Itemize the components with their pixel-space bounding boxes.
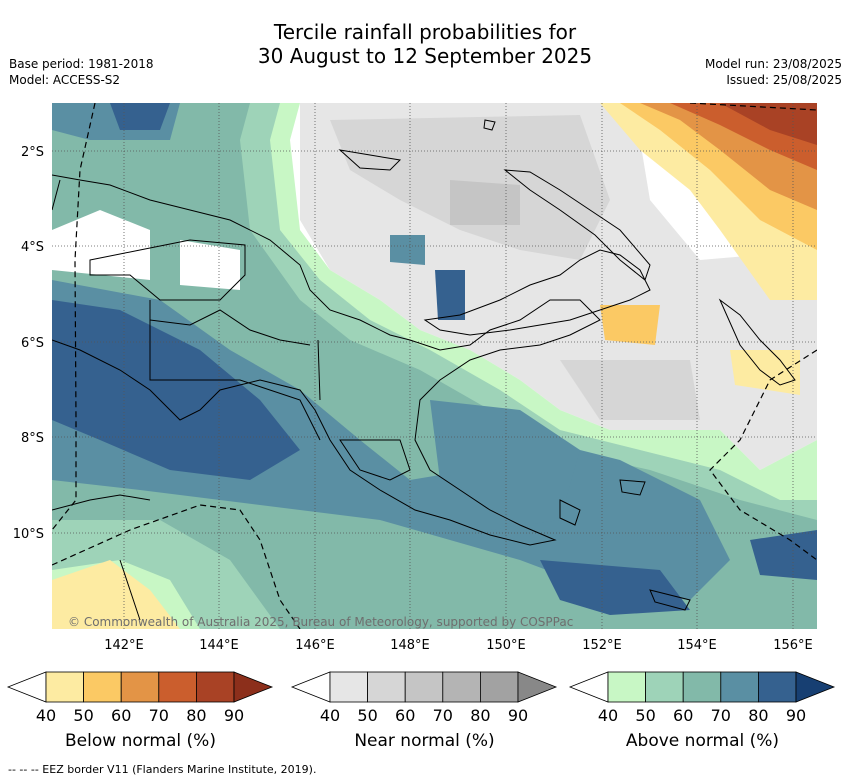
lat-label: 2°S xyxy=(21,145,44,160)
lon-label: 148°E xyxy=(390,638,430,653)
colorbar-extend-low xyxy=(568,671,609,703)
colorbar-extend-low xyxy=(6,671,47,703)
colorbar-segment xyxy=(720,671,759,703)
colorbar-tick: 40 xyxy=(320,706,340,725)
issued-date: Issued: 25/08/2025 xyxy=(726,73,842,87)
colorbar-segment xyxy=(120,671,160,703)
lon-label: 144°E xyxy=(199,638,239,653)
colorbar-segment xyxy=(479,671,519,703)
copyright-notice: © Commonwealth of Australia 2025, Bureau… xyxy=(68,615,573,629)
lat-label: 6°S xyxy=(21,336,44,351)
colorbar-tick: 80 xyxy=(748,706,768,725)
model-run-date: Model run: 23/08/2025 xyxy=(704,57,842,71)
colorbar-segment xyxy=(682,671,722,703)
colorbar: 40 50 60 70 80 90 xyxy=(6,671,274,725)
colorbar-segment xyxy=(329,671,368,703)
coastlines xyxy=(52,119,796,621)
map-title: Tercile rainfall probabilities for 30 Au… xyxy=(0,20,850,68)
model-name: Model: ACCESS-S2 xyxy=(9,73,121,87)
colorbar: 40 50 60 70 80 90 xyxy=(568,671,836,725)
colorbar-tick: 50 xyxy=(635,706,655,725)
colorbars: 40 50 60 70 80 90 40 50 60 70 80 90 40 50 60 70 80 90 xyxy=(6,671,836,725)
colorbar-extend-low xyxy=(290,671,331,703)
lon-label: 154°E xyxy=(677,638,717,653)
lat-label: 8°S xyxy=(21,431,44,446)
lon-label: 156°E xyxy=(773,638,813,653)
colorbar-extend-high xyxy=(795,671,836,703)
above-normal-label: Above normal (%) xyxy=(625,731,780,751)
graticule xyxy=(52,103,817,629)
probability-field xyxy=(52,103,817,629)
colorbar-tick: 70 xyxy=(149,706,169,725)
colorbar-segment xyxy=(195,671,235,703)
colorbar-segment xyxy=(367,671,406,703)
colorbar-segment xyxy=(45,671,84,703)
longitude-labels: 142°E 144°E 146°E 148°E 150°E 152°E 154°E 156°E xyxy=(104,638,813,653)
lon-label: 152°E xyxy=(582,638,622,653)
run-info: Model run: 23/08/2025 Issued: 25/08/2025 xyxy=(705,56,842,88)
colorbar-tick: 50 xyxy=(357,706,377,725)
latitude-labels: 2°S 4°S 6°S 8°S 10°S xyxy=(13,145,44,542)
colorbar-segment xyxy=(442,671,481,703)
colorbar-tick: 90 xyxy=(508,706,528,725)
title-line-1: Tercile rainfall probabilities for xyxy=(273,20,577,44)
colorbar-tick: 80 xyxy=(470,706,490,725)
colorbar-tick: 60 xyxy=(111,706,131,725)
colorbar: 40 50 60 70 80 90 xyxy=(290,671,558,725)
lon-label: 146°E xyxy=(295,638,335,653)
colorbar-tick: 50 xyxy=(73,706,93,725)
lon-label: 142°E xyxy=(104,638,144,653)
title-line-2: 30 August to 12 September 2025 xyxy=(257,44,593,68)
colorbar-tick: 40 xyxy=(598,706,618,725)
eez-footnote: -- -- -- EEZ border V11 (Flanders Marine… xyxy=(8,763,317,776)
colorbar-tick: 60 xyxy=(395,706,415,725)
colorbar-tick: 80 xyxy=(186,706,206,725)
colorbar-extend-high xyxy=(517,671,558,703)
base-period: Base period: 1981-2018 xyxy=(9,57,154,71)
colorbar-tick: 60 xyxy=(673,706,693,725)
colorbar-segment xyxy=(607,671,646,703)
lat-label: 4°S xyxy=(21,240,44,255)
colorbar-tick: 90 xyxy=(786,706,806,725)
colorbar-segment xyxy=(158,671,197,703)
colorbar-tick: 40 xyxy=(36,706,56,725)
colorbar-tick: 70 xyxy=(711,706,731,725)
colorbar-tick: 70 xyxy=(433,706,453,725)
lat-label: 10°S xyxy=(13,527,44,542)
colorbar-tick: 90 xyxy=(224,706,244,725)
model-info: Base period: 1981-2018 Model: ACCESS-S2 xyxy=(9,56,154,88)
near-normal-label: Near normal (%) xyxy=(354,731,495,751)
below-normal-label: Below normal (%) xyxy=(65,731,216,751)
eez-borders xyxy=(52,103,817,629)
lon-label: 150°E xyxy=(486,638,526,653)
colorbar-segment xyxy=(758,671,797,703)
colorbar-segment xyxy=(404,671,444,703)
colorbar-segment xyxy=(83,671,122,703)
colorbar-segment xyxy=(645,671,684,703)
colorbar-extend-high xyxy=(233,671,274,703)
